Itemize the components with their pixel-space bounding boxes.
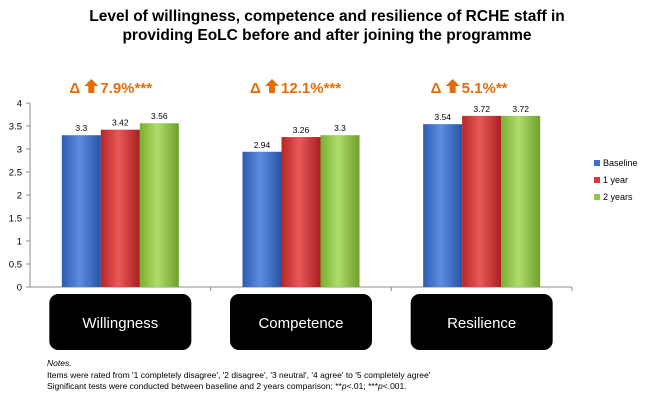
notes-line-2-prefix: Significant tests were conducted between… [47, 381, 342, 391]
data-label: 2.94 [254, 140, 271, 150]
category-box [410, 294, 553, 350]
category-label: Competence [258, 315, 343, 332]
data-label: 3.72 [473, 104, 490, 114]
data-label: 3.72 [512, 104, 529, 114]
legend-label: Baseline [603, 158, 638, 168]
bar [501, 115, 541, 287]
y-tick-label: 1.5 [9, 214, 22, 225]
y-tick-label: 1 [17, 237, 22, 248]
change-percent: 7.9%*** [100, 80, 152, 97]
y-tick-label: 4 [17, 99, 22, 110]
bar [281, 137, 321, 287]
category-box [49, 294, 192, 350]
chart-title: Level of willingness, competence and res… [89, 8, 564, 44]
notes-heading: Notes. [47, 358, 72, 368]
significance-annotation: Δ 12.1%*** [250, 79, 341, 97]
notes-line-2: Significant tests were conducted between… [47, 381, 430, 393]
significance-annotation: Δ 7.9%*** [69, 79, 152, 97]
bar [320, 135, 360, 287]
category-label: Resilience [447, 315, 516, 332]
delta-symbol: Δ [431, 80, 442, 97]
bar [100, 129, 140, 287]
y-tick-label: 0.5 [9, 260, 22, 271]
data-label: 3.54 [434, 112, 451, 122]
up-arrow-icon [84, 79, 99, 93]
bar [423, 124, 463, 287]
change-percent: 12.1%*** [281, 80, 341, 97]
p-value-2: <.001. [382, 381, 407, 391]
bar [139, 123, 179, 288]
y-tick-label: 2 [17, 191, 22, 202]
data-label: 3.3 [75, 123, 87, 133]
legend-label: 1 year [603, 175, 628, 185]
y-tick-label: 3 [17, 145, 22, 156]
delta-symbol: Δ [69, 80, 80, 97]
data-label: 3.42 [112, 118, 129, 128]
notes: Notes. Items were rated from '1 complete… [47, 358, 430, 393]
up-arrow-icon [445, 79, 460, 93]
chart-title-line: providing EoLC before and after joining … [122, 27, 531, 44]
legend-swatch [594, 194, 600, 200]
category-label: Willingness [82, 315, 158, 332]
data-label: 3.3 [334, 123, 346, 133]
chart-title-line: Level of willingness, competence and res… [89, 8, 564, 25]
category-box [230, 294, 372, 350]
legend-label: 2 years [603, 192, 633, 202]
bar [242, 151, 282, 287]
bars [61, 115, 541, 288]
data-labels: 3.3 3.42 3.56 2.94 3.26 3.3 3.54 3.72 3.72 [75, 104, 529, 150]
change-percent: 5.1%** [462, 80, 508, 97]
y-tick-label: 2.5 [9, 168, 22, 179]
y-tick-label: 0 [17, 283, 22, 294]
bar [61, 135, 101, 287]
bar [462, 115, 502, 287]
data-label: 3.56 [151, 111, 168, 121]
legend-swatch [594, 160, 600, 166]
annotations: Δ 7.9%*** Δ 12.1%*** Δ 5.1%** [69, 79, 508, 97]
delta-symbol: Δ [250, 80, 261, 97]
p-value-1: <.01; *** [346, 381, 379, 391]
y-tick-label: 3.5 [9, 122, 22, 133]
legend-swatch [594, 177, 600, 183]
up-arrow-icon [265, 79, 279, 93]
notes-line-1: Items were rated from '1 completely disa… [47, 369, 431, 380]
legend: Baseline 1 year 2 years [594, 158, 638, 202]
significance-annotation: Δ 5.1%** [431, 79, 508, 97]
data-label: 3.26 [293, 125, 310, 135]
category-labels: Willingness Competence Resilience [49, 294, 553, 350]
p-symbol-2: p [378, 381, 383, 391]
p-symbol-1: p [341, 381, 347, 391]
